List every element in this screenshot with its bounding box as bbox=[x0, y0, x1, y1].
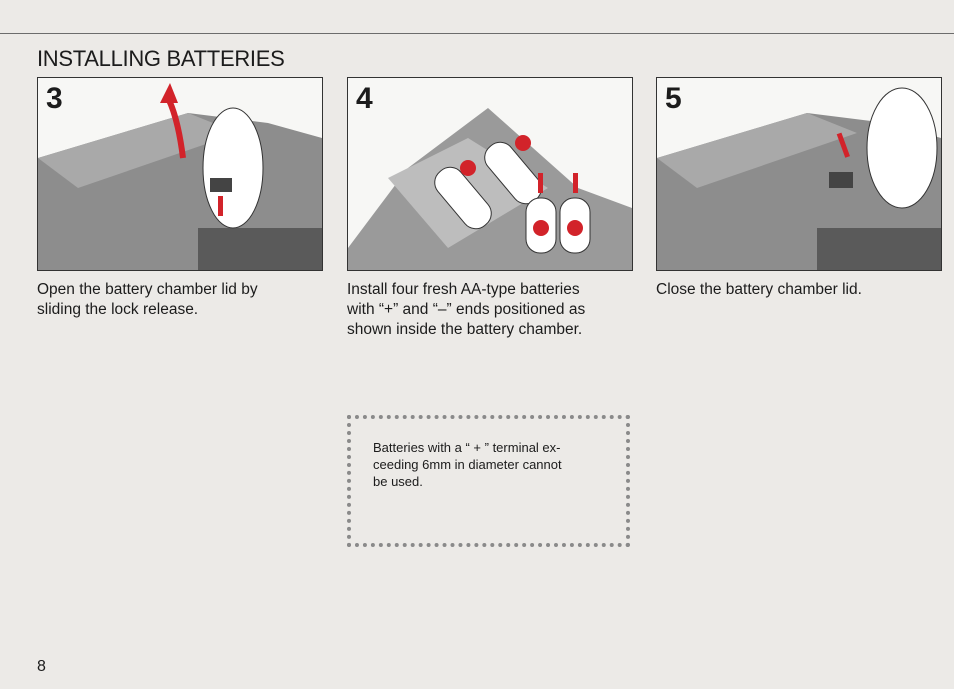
step-caption: Install four fresh AA-type batteries wit… bbox=[347, 280, 585, 340]
section-title: INSTALLING BATTERIES bbox=[37, 46, 285, 71]
illustration bbox=[348, 108, 632, 270]
caption-line: shown inside the battery chamber. bbox=[347, 321, 583, 338]
step-number: 3 bbox=[46, 82, 63, 115]
note-text: Batteries with a “ + ” terminal ex- ceed… bbox=[373, 439, 562, 490]
caption-line: Open the battery chamber lid by bbox=[37, 281, 258, 298]
note-line: Batteries with a “ + ” terminal ex- bbox=[373, 440, 561, 455]
step-number: 4 bbox=[356, 82, 373, 115]
page-number: 8 bbox=[37, 658, 46, 675]
note-box: Batteries with a “ + ” terminal ex- ceed… bbox=[347, 415, 630, 547]
caption-line: sliding the lock release. bbox=[37, 301, 199, 318]
caption-line: Close the battery chamber lid. bbox=[656, 281, 862, 298]
step-caption: Open the battery chamber lid by sliding … bbox=[37, 280, 258, 320]
caption-line: Install four fresh AA-type batteries bbox=[347, 281, 580, 298]
step-panel: 3 bbox=[37, 77, 323, 271]
step-panel: 5 bbox=[656, 77, 942, 271]
step-number: 5 bbox=[665, 82, 682, 115]
note-line: be used. bbox=[373, 474, 423, 489]
step-panel: 4 bbox=[347, 77, 633, 271]
step-caption: Close the battery chamber lid. bbox=[656, 280, 862, 300]
note-line: ceeding 6mm in diameter cannot bbox=[373, 457, 562, 472]
illustration bbox=[657, 87, 941, 270]
top-rule bbox=[0, 33, 954, 34]
caption-line: with “+” and “–” ends positioned as bbox=[347, 301, 586, 318]
illustration bbox=[38, 83, 322, 270]
